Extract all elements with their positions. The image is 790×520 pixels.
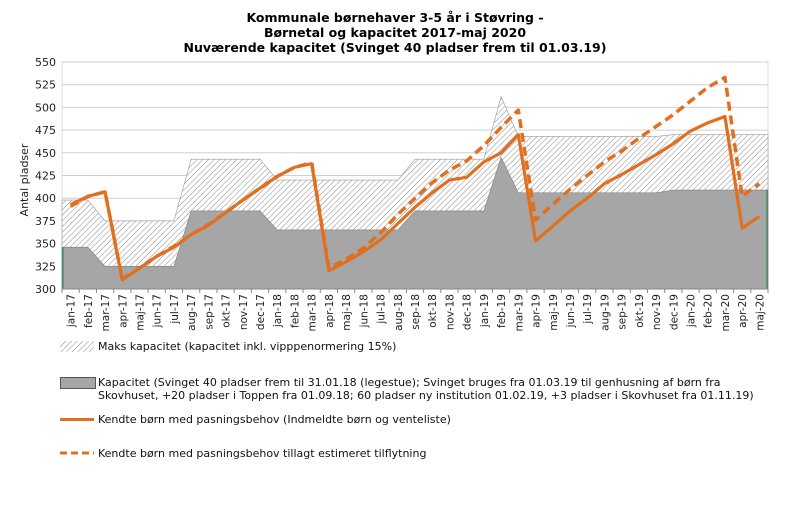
x-tick-label: apr-19: [531, 294, 543, 328]
x-tick-label: maj-20: [754, 294, 766, 331]
x-tick-label: mar-20: [720, 294, 732, 331]
x-tick-label: maj-17: [134, 294, 146, 331]
legend-label-kendte-boern: Kendte børn med pasningsbehov (Indmeldte…: [98, 413, 451, 426]
y-tick-label: 525: [35, 79, 56, 92]
y-tick-label: 325: [35, 260, 56, 273]
legend-label-kapacitet-line-2: Skovhuset, +20 pladser i Toppen fra 01.0…: [98, 389, 754, 402]
x-tick-label: apr-18: [324, 294, 336, 328]
x-tick-label: jul-19: [582, 294, 594, 325]
x-tick-label: sep-19: [617, 294, 629, 330]
legend-swatch-gray: [60, 377, 96, 389]
x-tick-label: mar-19: [513, 294, 525, 331]
y-tick-label: 475: [35, 124, 56, 137]
legend-swatch-solid-line: [60, 418, 94, 421]
x-tick-label: dec-18: [462, 294, 474, 330]
x-tick-label: okt-17: [221, 294, 233, 328]
y-tick-label: 400: [35, 192, 56, 205]
y-tick-label: 450: [35, 147, 56, 160]
x-tick-label: dec-19: [668, 294, 680, 330]
x-tick-label: apr-20: [737, 294, 749, 328]
x-tick-label: maj-19: [548, 294, 560, 331]
legend-swatch-hatched: [60, 341, 94, 352]
x-tick-label: aug-17: [186, 294, 198, 331]
x-tick-label: jul-18: [376, 294, 388, 325]
x-tick-label: dec-17: [255, 294, 267, 330]
chart-title-line-2: Børnetal og kapacitet 2017-maj 2020: [263, 25, 527, 40]
y-tick-label: 550: [35, 56, 56, 69]
x-tick-label: sep-18: [410, 294, 422, 330]
y-tick-label: 500: [35, 101, 56, 114]
x-tick-label: feb-20: [703, 294, 715, 328]
x-tick-label: nov-19: [651, 294, 663, 330]
y-tick-label: 425: [35, 170, 56, 183]
x-tick-label: okt-18: [427, 294, 439, 328]
legend-swatch-dashed-line: [60, 451, 94, 455]
x-tick-label: jan-18: [272, 294, 284, 328]
legend-label-kapacitet: Kapacitet (Svinget 40 pladser frem til 3…: [98, 376, 754, 402]
x-tick-label: nov-18: [444, 294, 456, 330]
x-tick-label: aug-19: [599, 294, 611, 331]
series-kapacitet-area: [61, 156, 769, 290]
x-tick-label: jan-19: [479, 294, 491, 328]
x-tick-label: aug-18: [393, 294, 405, 331]
x-tick-label: mar-18: [307, 294, 319, 331]
series-kendte-boern-line: [69, 114, 761, 282]
x-tick-label: jul-17: [169, 294, 181, 325]
y-tick-label: 300: [35, 283, 56, 296]
chart-title: Kommunale børnehaver 3-5 år i Støvring -…: [0, 10, 790, 55]
x-tick-label: jun-19: [565, 294, 577, 328]
x-tick-label: maj-18: [341, 294, 353, 331]
x-tick-label: nov-17: [238, 294, 250, 330]
chart-plot: 300 325 350 375 400 425 450 475 500 525 550 jan-17 f…: [18, 56, 769, 331]
y-axis-label: Antal pladser: [18, 143, 31, 216]
legend-label-tilflytning: Kendte børn med pasningsbehov tillagt es…: [98, 447, 427, 460]
x-tick-label: sep-17: [203, 294, 215, 330]
x-tick-label: jun-17: [152, 294, 164, 328]
x-tick-label: feb-19: [496, 294, 508, 328]
x-tick-label: apr-17: [117, 294, 129, 328]
chart-title-line-1: Kommunale børnehaver 3-5 år i Støvring -: [246, 10, 544, 25]
y-tick-label: 375: [35, 215, 56, 228]
x-tick-label: feb-17: [83, 294, 95, 328]
legend-label-kapacitet-line-1: Kapacitet (Svinget 40 pladser frem til 3…: [98, 376, 721, 389]
legend-label-maks-kapacitet: Maks kapacitet (kapacitet inkl. vipppeno…: [98, 340, 397, 353]
y-tick-label: 350: [35, 238, 56, 251]
x-tick-label: feb-18: [289, 294, 301, 328]
x-tick-label: okt-19: [634, 294, 646, 328]
x-tick-label: mar-17: [100, 294, 112, 331]
chart-title-line-3: Nuværende kapacitet (Svinget 40 pladser …: [183, 40, 607, 55]
x-tick-label: jan-20: [686, 294, 698, 328]
x-tick-label: jun-18: [358, 294, 370, 328]
x-tick-label: jan-17: [66, 294, 78, 328]
